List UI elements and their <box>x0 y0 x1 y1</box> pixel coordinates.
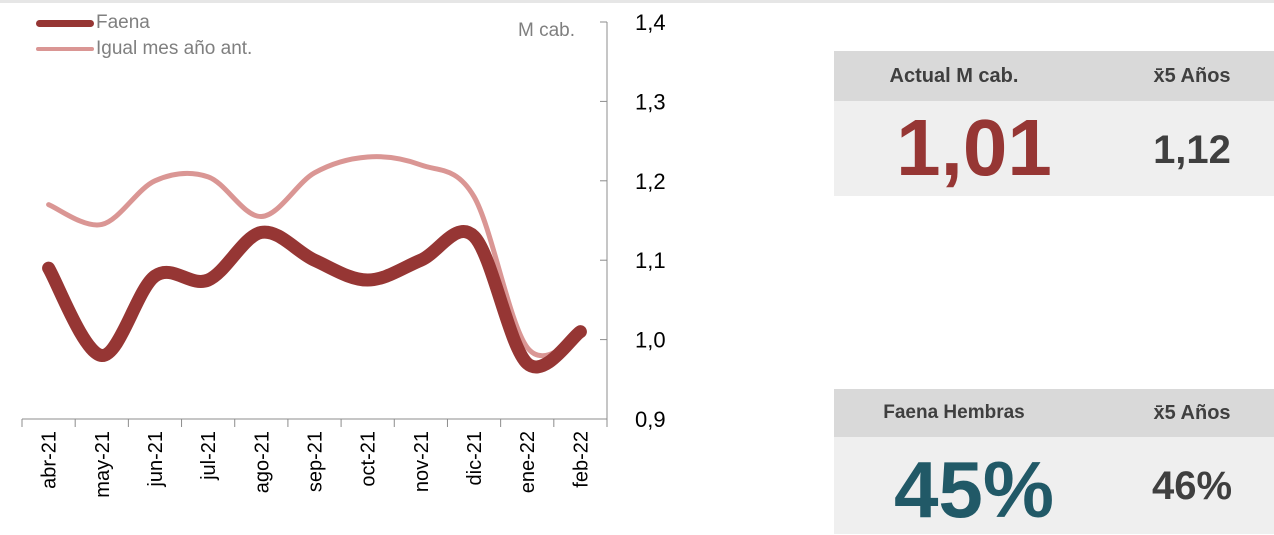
panel-hembras-value: 45% <box>893 445 1055 534</box>
x-tick-label: nov-21 <box>411 431 433 492</box>
y-axis-unit-label: M cab. <box>518 20 576 41</box>
chart-series <box>42 154 587 374</box>
x-tick-label: feb-22 <box>570 431 592 488</box>
legend-swatch-igual-mes <box>36 47 94 51</box>
panel-actual-avg-value: 1,12 <box>1153 128 1231 172</box>
legend-item-igual-mes: Igual mes año ant. <box>36 36 252 62</box>
x-tick-label: sep-21 <box>305 431 327 492</box>
panel-hembras-avg-value: 46% <box>1151 464 1233 508</box>
top-rule <box>0 0 1274 3</box>
y-tick-label: 1,1 <box>635 248 666 273</box>
y-tick-label: 1,4 <box>635 10 666 35</box>
x-tick-label: ene-22 <box>517 431 539 493</box>
x-tick-label: dic-21 <box>464 431 486 485</box>
x-tick-label: jun-21 <box>145 431 167 488</box>
y-tick-label: 1,3 <box>635 89 666 114</box>
panel-hembras-header-label: Faena Hembras <box>883 402 1025 423</box>
x-tick-label: jul-21 <box>198 431 220 481</box>
chart-axes: abr-21 may-21 jun-21 jul-21 ago-21 sep-21 oct-… <box>21 10 666 498</box>
panel-actual-header: Actual M cab. x̄5 Años <box>834 51 1274 101</box>
series-line-faena <box>42 225 587 374</box>
line-chart: abr-21 may-21 jun-21 jul-21 ago-21 sep-21 oct-… <box>21 10 666 498</box>
legend-swatch-faena <box>36 19 94 27</box>
x-tick-label: may-21 <box>92 431 114 498</box>
panel-hembras-header: Faena Hembras x̄5 Años <box>834 389 1274 437</box>
y-tick-label: 1,2 <box>635 169 666 194</box>
x-tick-label: ago-21 <box>251 431 273 493</box>
panel-actual: Actual M cab. x̄5 Años 1,01 1,12 <box>834 51 1274 196</box>
panel-hembras-header-avg-label: x̄5 Años <box>1153 401 1231 424</box>
y-tick-label: 0,9 <box>635 407 666 432</box>
x-tick-label: abr-21 <box>39 431 61 489</box>
series-line-igual-mes <box>46 154 583 359</box>
panel-hembras-body: 45% 46% <box>834 437 1274 534</box>
panel-hembras: Faena Hembras x̄5 Años 45% 46% <box>834 389 1274 534</box>
panel-actual-header-label: Actual M cab. <box>889 64 1019 87</box>
panel-actual-value: 1,01 <box>896 103 1052 192</box>
x-tick-label: oct-21 <box>358 431 380 487</box>
y-tick-label: 1,0 <box>635 328 666 353</box>
legend-label-igual-mes: Igual mes año ant. <box>96 38 253 59</box>
panel-actual-header-avg-label: x̄5 Años <box>1153 64 1231 87</box>
chart-legend: Faena Igual mes año ant. <box>36 10 252 62</box>
legend-item-faena: Faena <box>36 10 252 36</box>
legend-label-faena: Faena <box>96 12 150 33</box>
panel-actual-body: 1,01 1,12 <box>834 101 1274 196</box>
